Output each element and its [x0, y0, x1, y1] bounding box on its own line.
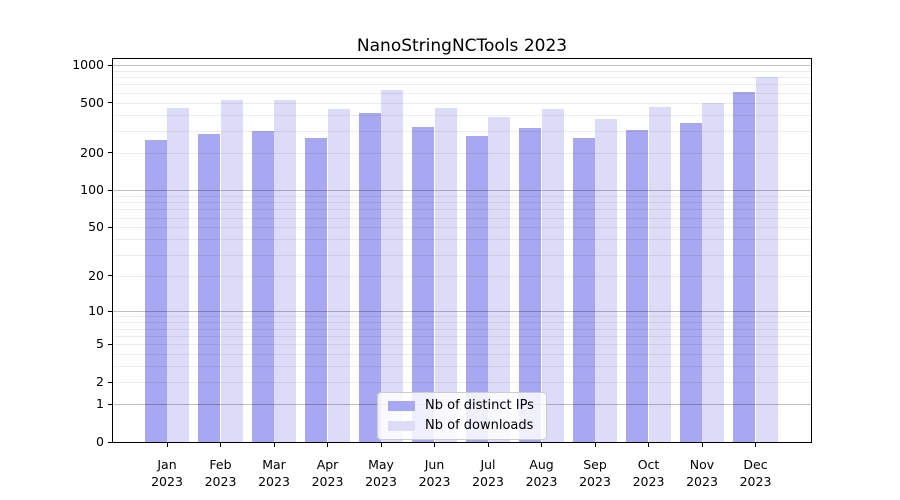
x-tick-label-nov: Nov 2023	[686, 457, 718, 489]
x-tick-label-may: May 2023	[365, 457, 397, 489]
x-tick-label-sep: Sep 2023	[579, 457, 611, 489]
bar-apr-downloads	[327, 108, 350, 442]
bar-jun-downloads	[434, 108, 457, 442]
x-tick-label-jul: Jul 2023	[472, 457, 504, 489]
x-tick-label-jan: Jan 2023	[151, 457, 183, 489]
bar-feb-distinct-ips	[198, 133, 221, 442]
x-tick-mark-apr	[327, 443, 328, 447]
bar-nov-distinct-ips	[679, 123, 702, 442]
x-tick-mark-nov	[701, 443, 703, 447]
x-tick-label-feb: Feb 2023	[204, 457, 237, 489]
x-tick-mark-oct	[648, 443, 649, 447]
bar-may-distinct-ips	[358, 113, 381, 442]
legend-label-distinct-ips: Nb of distinct IPs	[425, 398, 534, 413]
y-tick-mark-500	[108, 102, 112, 104]
x-tick-mark-aug	[541, 443, 542, 447]
bar-mar-distinct-ips	[251, 130, 274, 442]
x-tick-mark-jul	[487, 443, 489, 447]
y-tick-label-1: 1	[96, 396, 104, 412]
x-tick-label-mar: Mar 2023	[258, 457, 290, 489]
y-tick-mark-5	[108, 343, 112, 345]
y-tick-mark-10	[108, 310, 112, 312]
bar-feb-downloads	[220, 100, 243, 442]
bar-oct-downloads	[648, 107, 671, 442]
x-tick-mark-jan	[166, 443, 168, 447]
y-tick-label-2: 2	[96, 374, 104, 390]
y-tick-label-100: 100	[80, 182, 104, 198]
y-tick-label-0: 0	[96, 434, 104, 449]
bar-jul-distinct-ips	[465, 136, 488, 442]
y-tick-label-1000: 1000	[72, 57, 104, 72]
plot-area: Nb of distinct IPs Nb of downloads	[112, 58, 812, 443]
x-tick-label-dec: Dec 2023	[739, 457, 772, 489]
y-tick-mark-1	[108, 403, 112, 405]
y-tick-label-5: 5	[96, 336, 104, 352]
y-tick-mark-1000	[108, 64, 112, 66]
y-tick-mark-100	[108, 189, 112, 191]
bar-sep-distinct-ips	[572, 138, 595, 442]
bar-may-downloads	[381, 90, 404, 442]
x-tick-mark-may	[380, 443, 382, 447]
y-tick-mark-2	[108, 381, 112, 383]
bar-aug-downloads	[541, 109, 564, 442]
bar-nov-downloads	[702, 103, 725, 442]
y-tick-label-500: 500	[80, 94, 104, 110]
y-tick-label-50: 50	[88, 219, 104, 235]
x-tick-label-jun: Jun 2023	[418, 457, 451, 489]
bar-jun-distinct-ips	[412, 127, 435, 442]
legend-swatch-downloads	[388, 421, 415, 431]
bar-jan-downloads	[167, 107, 190, 442]
x-tick-mark-jun	[434, 443, 435, 447]
x-tick-mark-sep	[594, 443, 596, 447]
bar-oct-distinct-ips	[626, 130, 649, 442]
bar-apr-distinct-ips	[305, 137, 328, 442]
bar-dec-distinct-ips	[733, 92, 756, 442]
legend-swatch-distinct-ips	[388, 401, 415, 411]
y-tick-mark-0	[108, 441, 112, 443]
y-tick-mark-200	[108, 152, 112, 154]
x-tick-mark-feb	[220, 443, 221, 447]
chart-title: NanoStringNCTools 2023	[356, 36, 568, 56]
x-tick-label-apr: Apr 2023	[311, 457, 344, 489]
y-tick-mark-50	[108, 226, 112, 228]
y-tick-label-10: 10	[88, 303, 104, 319]
x-tick-label-aug: Aug 2023	[525, 457, 558, 489]
bars-layer	[113, 59, 811, 442]
y-tick-mark-20	[108, 275, 112, 277]
bar-mar-downloads	[274, 100, 297, 442]
x-tick-label-oct: Oct 2023	[632, 457, 665, 489]
y-tick-label-20: 20	[88, 267, 104, 283]
bar-jul-downloads	[488, 117, 511, 442]
legend-label-downloads: Nb of downloads	[425, 418, 534, 433]
y-tick-label-200: 200	[80, 144, 104, 160]
bar-jan-distinct-ips	[144, 139, 167, 442]
bar-aug-distinct-ips	[519, 128, 542, 442]
legend-item-downloads: Nb of downloads	[388, 418, 538, 434]
bar-sep-downloads	[595, 119, 618, 442]
bar-dec-downloads	[755, 77, 778, 442]
legend-item-distinct-ips: Nb of distinct IPs	[388, 398, 538, 414]
x-tick-mark-mar	[273, 443, 275, 447]
legend: Nb of distinct IPs Nb of downloads	[377, 392, 547, 440]
x-tick-mark-dec	[755, 443, 756, 447]
